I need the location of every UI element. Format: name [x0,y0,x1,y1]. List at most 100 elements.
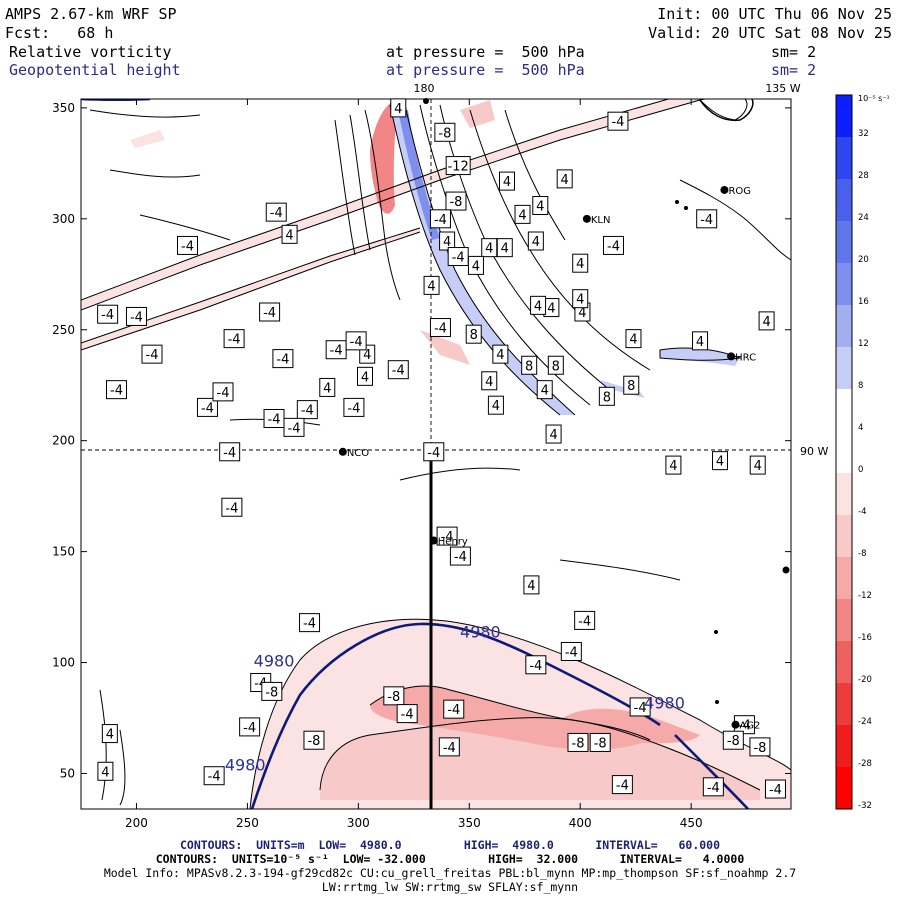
label-text: 4 [485,375,493,390]
label-text: -4 [243,721,256,736]
label-text: 4 [762,315,770,330]
label-box [212,382,234,402]
colorbar-segment [836,347,852,390]
label-box [125,306,147,326]
colorbar-tick-label: 28 [858,171,869,181]
label-box [319,377,336,397]
vorticity-contour-label: -8 [434,122,456,142]
vorticity-contour-label: 4 [536,380,553,400]
height-contour-label: 4980 [460,623,501,642]
label-text: 4 [576,293,584,308]
coastline [699,99,754,122]
vorticity-contour-label: -8 [303,730,325,750]
label-text: 4 [443,235,451,250]
colorbar-frame [835,94,853,810]
label-text: 4 [527,579,535,594]
station-marker [782,566,790,574]
label-box [487,395,504,415]
label-text: -4 [738,719,751,734]
x-tick-label: 300 [347,816,370,830]
colorbar-tick-label: -16 [858,633,872,643]
height-contour-info: CONTOURS: UNITS=m LOW= 4980.0 HIGH= 4980… [179,838,721,852]
label-text: 4 [576,257,584,272]
label-box [702,777,724,797]
label-text: 4 [285,228,293,243]
label-box [467,255,484,275]
label-box [598,386,615,406]
vorticity-contour-label: -4 [387,360,409,380]
label-box [481,238,498,258]
colorbar-segment [836,725,852,768]
label-text: -4 [301,404,314,419]
label-box [223,329,245,349]
vorticity-contour-label: -4 [106,380,127,400]
vorticity-contour-label: -4 [629,697,651,717]
y-tick-label: 200 [52,434,75,448]
label-box [423,275,440,295]
label-box [603,235,624,255]
label-box [758,311,775,331]
station-marker [684,206,688,210]
vorticity-contour [399,467,521,481]
label-box [106,380,127,400]
label-text: -4 [288,421,301,436]
vorticity-contour-label: -4 [265,202,287,222]
label-text: -8 [727,734,740,749]
label-box [177,235,198,255]
station-marker [429,536,438,545]
vorticity-contour-label: -4 [219,442,241,462]
vorticity-contour-label: -4 [764,779,786,799]
label-box [572,253,589,273]
vorticity-contour-label: 4 [527,231,544,251]
colorbar-units: 10⁻⁵ s⁻¹ [858,94,890,103]
label-text: 4 [323,381,331,396]
vorticity-contour-label: -4 [283,417,305,437]
vorticity-contour-label: -4 [299,613,321,633]
colorbar-tick-label: -24 [858,717,872,727]
vorticity-contour-label: 8 [623,375,640,395]
label-text: -4 [616,779,629,794]
negative-vorticity-region [130,130,165,148]
vorticity-contour-label: -4 [607,111,629,131]
colorbar-tick-label: -20 [858,675,872,685]
label-box [449,546,471,566]
vorticity-contour-label: 8 [547,355,564,375]
colorbar-segment [836,263,852,306]
label-text: -4 [268,413,281,428]
vorticity-contour-label: 4 [532,196,549,215]
label-text: -4 [452,251,465,266]
x-tick-label: 200 [125,816,148,830]
label-text: 4 [485,242,493,257]
label-text: -4 [217,386,230,401]
vorticity-contour-label: 4 [492,344,509,364]
label-text: -4 [303,617,316,632]
vorticity-contour-label: -8 [261,681,283,701]
label-box [436,526,458,546]
label-text: 4 [532,235,540,250]
vorticity-contour [119,729,126,806]
vorticity-contour-label: -4 [525,655,547,675]
label-box [492,344,509,364]
colorbar-tick-label: 20 [858,255,869,265]
label-text: -4 [276,353,289,368]
label-text: -4 [181,239,194,254]
vorticity-contour-label: 4 [556,169,573,189]
label-box [545,424,562,444]
top-longitude-label: 180 [414,82,435,95]
label-text: -4 [529,659,542,674]
vorticity-contour-label: -4 [203,766,225,786]
positive-vorticity-streak [660,347,740,366]
label-text: -4 [454,550,467,565]
field2-name: Geopotential height [9,61,181,79]
vorticity-contour-label: -4 [443,699,465,719]
label-box [196,397,218,417]
colorbar-segment [836,599,852,642]
height-contour-label: 4980 [254,651,295,670]
label-text: -8 [753,741,766,756]
station-layer: ROG KLN HRC NCO Henry AG2 [338,98,790,732]
vorticity-contour-label: -4 [345,331,367,351]
vorticity-contour-label: 4 [758,311,775,331]
vorticity-contour-label: -4 [396,704,418,724]
vorticity-contour-label: -12 [445,156,471,176]
vorticity-contour [559,559,681,581]
